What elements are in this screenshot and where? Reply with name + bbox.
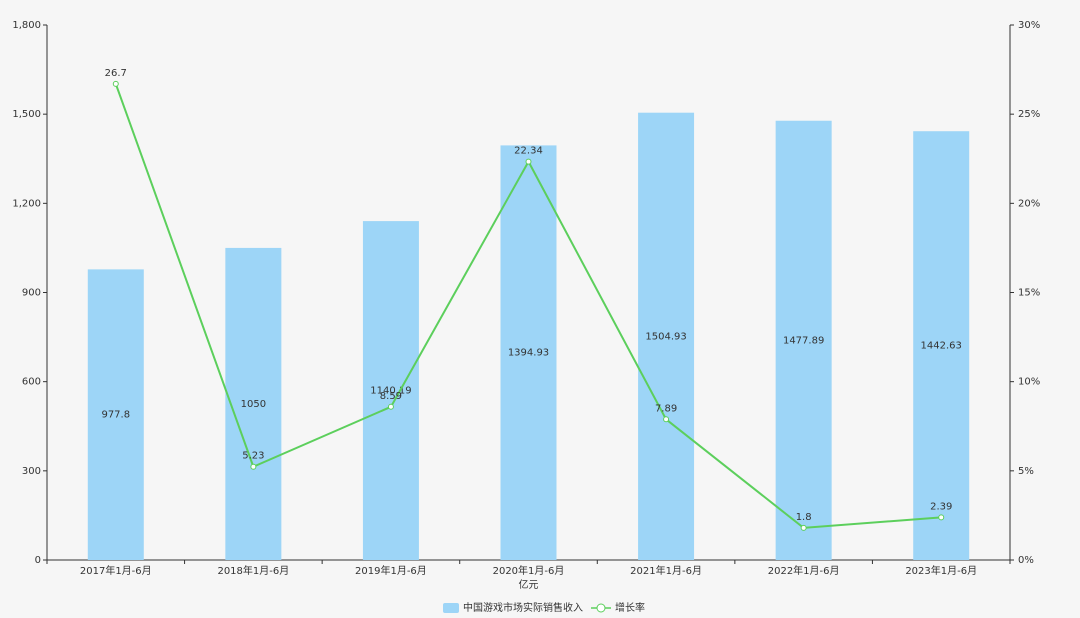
bar [362,221,419,560]
line-value-label: 8.59 [380,391,402,402]
line-point [800,524,807,531]
line-value-label: 2.39 [930,501,952,512]
bar [500,145,557,560]
x-tick-label: 2023年1月-6月 [905,564,977,577]
line-point [525,158,532,165]
line-point [938,514,945,521]
y2-tick-label: 20% [1018,198,1040,209]
y2-tick-label: 0% [1018,555,1034,566]
line-point [663,416,670,423]
x-tick-label: 2020年1月-6月 [493,564,565,577]
line-value-label: 22.34 [514,146,543,157]
line-point [387,403,394,410]
legend-swatch [596,603,606,613]
bar [87,269,144,560]
x-tick-label: 2018年1月-6月 [217,564,289,577]
bar-value-label: 1140.19 [370,386,411,397]
y2-tick-label: 30% [1018,20,1040,31]
y2-tick-label: 25% [1018,109,1040,120]
bar-value-label: 1050 [241,399,266,410]
legend-label: 增长率 [615,601,645,614]
legend-label: 中国游戏市场实际销售收入 [463,601,583,614]
bar [913,131,970,560]
y-tick-label: 1,500 [12,109,41,120]
bar-value-label: 1477.89 [783,335,824,346]
y-tick-label: 0 [35,555,41,566]
y2-tick-label: 15% [1018,288,1040,299]
line-point [112,80,119,87]
legend-swatch [443,603,459,613]
x-tick-label: 2021年1月-6月 [630,564,702,577]
y-tick-label: 600 [22,377,41,388]
line-point [250,463,257,470]
y-tick-label: 300 [22,466,41,477]
x-tick-label: 2019年1月-6月 [355,564,427,577]
bar-value-label: 977.8 [101,410,130,421]
bar [225,247,282,560]
y-tick-label: 1,200 [12,198,41,209]
bar-value-label: 1504.93 [645,331,686,342]
line-value-label: 7.89 [655,403,677,414]
bar-value-label: 1394.93 [508,348,549,359]
x-tick-label: 2017年1月-6月 [80,564,152,577]
x-axis-label: 亿元 [519,578,539,591]
bar [775,120,832,560]
x-tick-label: 2022年1月-6月 [768,564,840,577]
line-value-label: 26.7 [105,68,127,79]
y2-tick-label: 10% [1018,377,1040,388]
y-tick-label: 1,800 [12,20,41,31]
legend: 中国游戏市场实际销售收入 增长率 [443,601,645,614]
bar [638,112,695,561]
line-value-label: 1.8 [796,512,812,523]
line-value-label: 5.23 [242,451,264,462]
bar-value-label: 1442.63 [921,341,962,352]
y-tick-label: 900 [22,288,41,299]
y2-tick-label: 5% [1018,466,1034,477]
